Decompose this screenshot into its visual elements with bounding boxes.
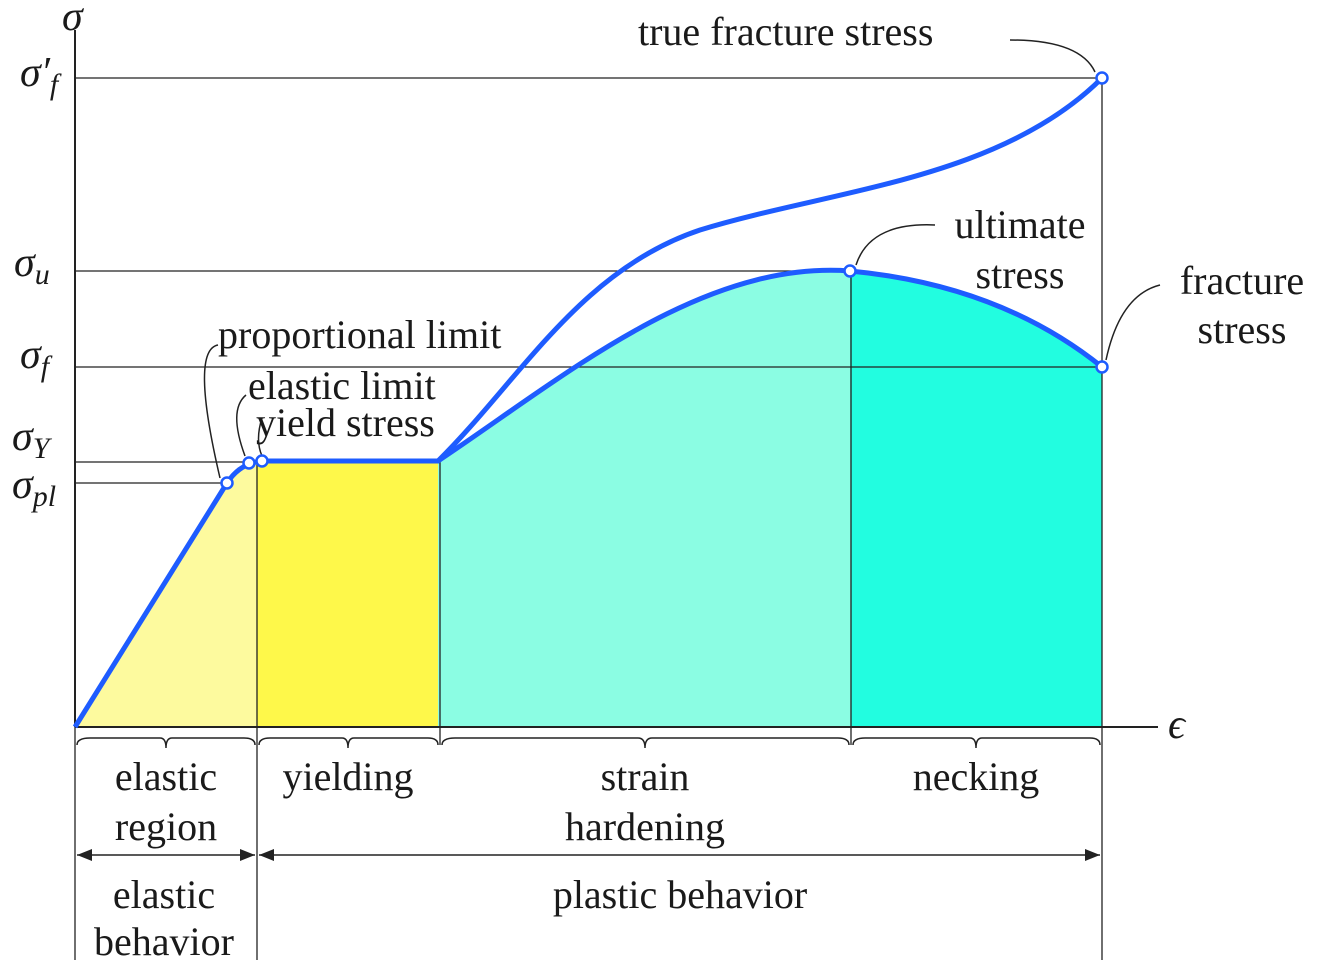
annotation: stress: [976, 252, 1065, 297]
annotation: ultimate: [954, 202, 1085, 247]
point: [1095, 360, 1109, 374]
region-label: strain: [601, 754, 690, 799]
x-axis-label: ϵ: [1168, 702, 1187, 748]
point: [843, 264, 857, 278]
region-label: region: [115, 804, 217, 849]
elastic-fill: [75, 461, 257, 727]
behavior-label: elastic: [113, 872, 215, 917]
point: [242, 456, 256, 470]
level-label: σu: [14, 240, 50, 291]
level-label: σY: [12, 414, 53, 465]
region-label: yielding: [282, 754, 413, 799]
annotation: true fracture stress: [638, 9, 933, 54]
annotation: yield stress: [256, 400, 435, 445]
region-brackets: [76, 737, 1101, 749]
behavior-label: behavior: [94, 919, 234, 962]
level-lines: [74, 77, 1103, 960]
necking-fill: [850, 271, 1102, 727]
annotation: proportional limit: [218, 312, 501, 357]
point: [255, 454, 269, 468]
true-curve: [436, 76, 1104, 463]
leader-lines: [203, 39, 1161, 479]
annotation: stress: [1198, 307, 1287, 352]
y-axis-label: σ: [62, 0, 85, 40]
region-label: necking: [913, 754, 1040, 799]
hardening-fill: [438, 270, 851, 727]
point: [220, 476, 234, 490]
annotation: fracture: [1180, 258, 1304, 303]
region-label: hardening: [565, 804, 725, 849]
yielding-fill: [257, 461, 440, 727]
level-label: σpl: [12, 462, 56, 513]
annotation: elastic limit: [248, 363, 436, 408]
level-label: σf: [20, 332, 53, 383]
region-label: elastic: [115, 754, 217, 799]
behavior-label: plastic behavior: [553, 872, 807, 917]
level-label: σ′f: [20, 50, 62, 101]
point: [1095, 71, 1109, 85]
